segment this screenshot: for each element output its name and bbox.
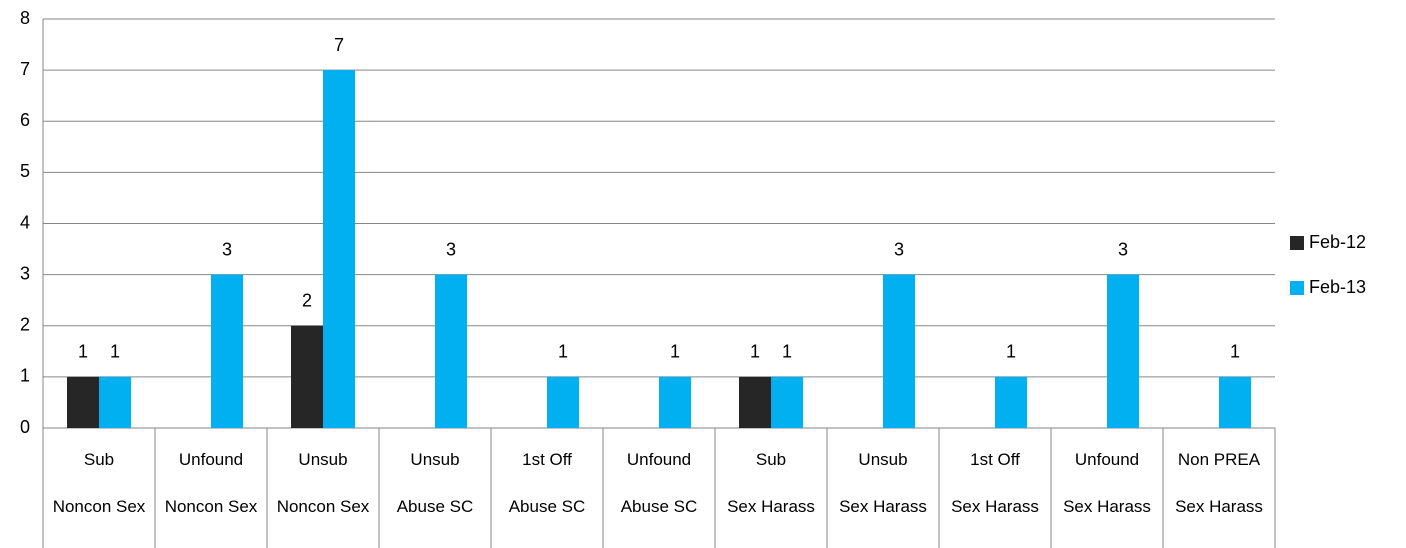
bar — [739, 376, 771, 428]
y-tick-label: 8 — [20, 8, 30, 28]
x-tick-label: Sub — [755, 450, 787, 469]
legend-label: Feb-13 — [1309, 277, 1366, 297]
bar — [435, 274, 467, 428]
bar — [771, 376, 803, 428]
x-tick-label: Sub — [83, 450, 115, 469]
x-tick-label: Non PREA — [1177, 450, 1261, 469]
data-label: 3 — [1118, 239, 1128, 259]
x-group-label: Sex Harass — [727, 497, 815, 516]
x-group-label: Sex Harass — [839, 497, 927, 516]
y-tick-label: 3 — [20, 263, 30, 283]
data-label: 3 — [894, 239, 904, 259]
data-label: 1 — [78, 342, 88, 362]
data-label: 1 — [670, 342, 680, 362]
bar — [323, 70, 355, 428]
data-label: 3 — [446, 239, 456, 259]
bar — [211, 274, 243, 428]
y-tick-label: 4 — [20, 212, 30, 232]
data-label: 1 — [1006, 342, 1016, 362]
x-tick-label: 1st Off — [522, 450, 572, 469]
x-tick-label: Unsub — [858, 450, 908, 469]
x-group-label: Noncon Sex — [276, 497, 370, 516]
data-label: 3 — [222, 239, 232, 259]
x-tick-label: Unfound — [1074, 450, 1140, 469]
y-tick-label: 0 — [20, 417, 30, 437]
x-group-label: Abuse SC — [508, 497, 586, 516]
x-tick-label: 1st Off — [970, 450, 1020, 469]
x-tick-label: Unsub — [298, 450, 348, 469]
x-group-label: Noncon Sex — [52, 497, 146, 516]
bar — [291, 325, 323, 428]
x-tick-label: Unfound — [626, 450, 692, 469]
data-label: 1 — [110, 342, 120, 362]
y-tick-label: 6 — [20, 110, 30, 130]
bar — [99, 376, 131, 428]
legend-swatch — [1290, 236, 1304, 250]
x-tick-label: Unfound — [178, 450, 244, 469]
data-label: 1 — [1230, 342, 1240, 362]
bar — [547, 376, 579, 428]
x-group-label: Sex Harass — [951, 497, 1039, 516]
y-tick-label: 1 — [20, 366, 30, 386]
data-label: 1 — [750, 342, 760, 362]
y-tick-label: 2 — [20, 315, 30, 335]
legend-label: Feb-12 — [1309, 232, 1366, 252]
bar — [1219, 376, 1251, 428]
y-tick-label: 5 — [20, 161, 30, 181]
bar — [883, 274, 915, 428]
legend-swatch — [1290, 281, 1304, 295]
data-label: 2 — [302, 291, 312, 311]
bar — [67, 376, 99, 428]
x-group-label: Sex Harass — [1175, 497, 1263, 516]
data-label: 1 — [782, 342, 792, 362]
bar — [1107, 274, 1139, 428]
bar — [995, 376, 1027, 428]
x-group-label: Abuse SC — [396, 497, 474, 516]
bar — [659, 376, 691, 428]
y-tick-label: 7 — [20, 59, 30, 79]
x-group-label: Sex Harass — [1063, 497, 1151, 516]
x-tick-label: Unsub — [410, 450, 460, 469]
x-group-label: Abuse SC — [620, 497, 698, 516]
x-group-label: Noncon Sex — [164, 497, 258, 516]
data-label: 7 — [334, 35, 344, 55]
data-label: 1 — [558, 342, 568, 362]
